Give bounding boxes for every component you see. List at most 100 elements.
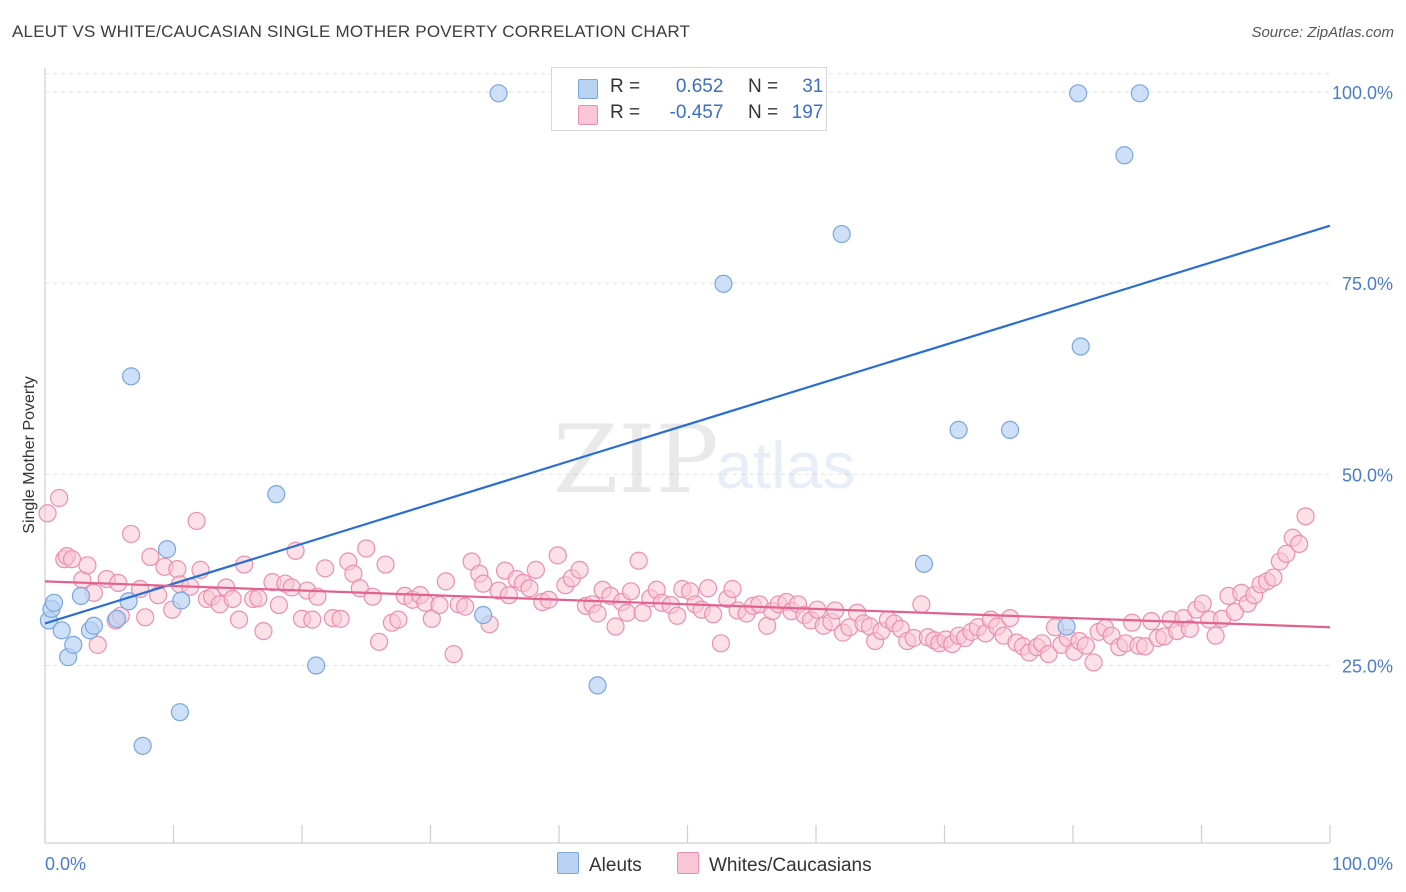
source-credit: Source: ZipAtlas.com xyxy=(1251,24,1394,41)
data-point-aleut xyxy=(170,703,190,722)
data-point-white xyxy=(668,606,687,625)
data-point-white xyxy=(633,603,652,622)
data-point-aleut xyxy=(107,609,127,628)
data-point-white xyxy=(269,595,288,615)
y-axis-title: Single Mother Poverty xyxy=(21,376,38,533)
data-point-white xyxy=(1084,653,1103,672)
aleut-points xyxy=(39,84,1149,755)
data-point-white xyxy=(621,582,641,601)
data-point-white xyxy=(723,579,742,599)
data-point-white xyxy=(606,617,625,636)
data-point-white xyxy=(474,574,493,593)
data-point-white xyxy=(1193,594,1212,613)
data-point-aleut xyxy=(52,621,71,640)
data-point-aleut xyxy=(267,485,286,504)
data-point-white xyxy=(444,644,463,664)
data-point-aleut xyxy=(44,593,64,612)
data-point-aleut xyxy=(121,367,141,386)
data-point-white xyxy=(38,504,57,523)
data-point-white xyxy=(1264,568,1283,587)
data-point-white xyxy=(698,579,718,598)
data-point-aleut xyxy=(172,591,191,610)
bottom-legend-label-white: Whites/Caucasians xyxy=(709,855,872,876)
x-tick-label: 0.0% xyxy=(45,854,86,874)
data-point-white xyxy=(588,604,607,623)
data-point-white xyxy=(331,609,350,628)
data-point-white xyxy=(1225,602,1245,622)
data-point-white xyxy=(50,488,69,508)
trend-lines xyxy=(44,224,1331,629)
data-point-white xyxy=(316,559,335,578)
gridlines xyxy=(45,73,1330,667)
legend-n-value: 31 xyxy=(802,76,824,97)
data-point-aleut xyxy=(489,84,508,103)
data-point-white xyxy=(526,560,545,579)
axes xyxy=(44,68,1331,844)
data-point-aleut xyxy=(64,635,83,654)
data-point-aleut xyxy=(714,274,733,293)
data-point-white xyxy=(254,621,273,641)
bottom-legend-white: Whites/Caucasians xyxy=(677,852,872,877)
data-point-white xyxy=(136,608,155,627)
data-point-white xyxy=(629,551,648,570)
data-point-white xyxy=(1135,637,1155,656)
legend-swatch-white xyxy=(578,105,598,125)
data-point-white xyxy=(1180,619,1200,638)
data-point-aleut xyxy=(1069,84,1088,103)
data-point-white xyxy=(456,597,475,616)
data-point-aleut xyxy=(474,605,493,625)
legend-n-value: 197 xyxy=(791,102,824,123)
data-point-aleut xyxy=(307,656,326,675)
watermark-atlas: atlas xyxy=(716,428,855,502)
data-point-white xyxy=(1000,608,1020,628)
legend-swatch-aleut xyxy=(578,79,598,99)
data-point-aleut xyxy=(1071,337,1090,356)
data-point-aleut xyxy=(832,224,851,244)
x-tick-label: 100.0% xyxy=(1332,854,1393,874)
data-point-white xyxy=(121,524,141,544)
data-point-white xyxy=(229,610,249,629)
y-tick-label: 100.0% xyxy=(1332,83,1393,103)
data-point-aleut xyxy=(71,586,91,606)
legend-r-label: R = xyxy=(610,102,641,123)
data-point-white xyxy=(422,609,441,628)
trend-line-aleut xyxy=(44,224,1331,625)
bottom-legend-swatch-aleut xyxy=(557,852,579,874)
data-point-white xyxy=(1123,613,1142,632)
data-point-aleut xyxy=(914,554,934,573)
data-point-aleut xyxy=(1000,420,1020,439)
data-point-white xyxy=(548,546,567,565)
data-point-aleut xyxy=(157,540,177,559)
bottom-legend-aleut: Aleuts xyxy=(557,852,642,877)
watermark: ZIP atlas xyxy=(553,406,855,515)
data-point-white xyxy=(704,605,723,624)
data-point-white xyxy=(357,539,376,558)
data-point-white xyxy=(303,610,322,629)
data-point-white xyxy=(62,550,82,569)
legend: R = 0.652 N = 31 R = -0.457 N = 197 xyxy=(551,67,827,131)
data-point-white xyxy=(223,589,242,609)
data-point-white xyxy=(141,547,160,566)
legend-r-value: 0.652 xyxy=(675,76,724,97)
data-point-aleut xyxy=(1115,146,1134,165)
data-point-white xyxy=(570,560,589,579)
tick-labels: 25.0% 50.0% 75.0% 100.0% 0.0% 100.0% xyxy=(45,83,1393,874)
data-point-white xyxy=(187,511,206,531)
data-point-white xyxy=(389,610,408,629)
data-point-white xyxy=(249,589,268,608)
data-point-aleut xyxy=(1130,84,1149,103)
data-point-aleut xyxy=(949,420,968,439)
legend-r-value: -0.457 xyxy=(669,102,724,123)
y-tick-label: 25.0% xyxy=(1342,657,1393,677)
bottom-legend-swatch-white xyxy=(677,852,699,874)
legend-n-label: N = xyxy=(747,76,779,97)
data-point-aleut xyxy=(133,736,152,755)
data-point-white xyxy=(1296,507,1315,526)
data-point-white xyxy=(308,587,327,606)
white-points xyxy=(38,488,1315,672)
data-point-aleut xyxy=(84,616,103,635)
data-point-white xyxy=(168,560,187,579)
data-point-white xyxy=(499,586,518,605)
data-point-aleut xyxy=(1057,617,1076,636)
